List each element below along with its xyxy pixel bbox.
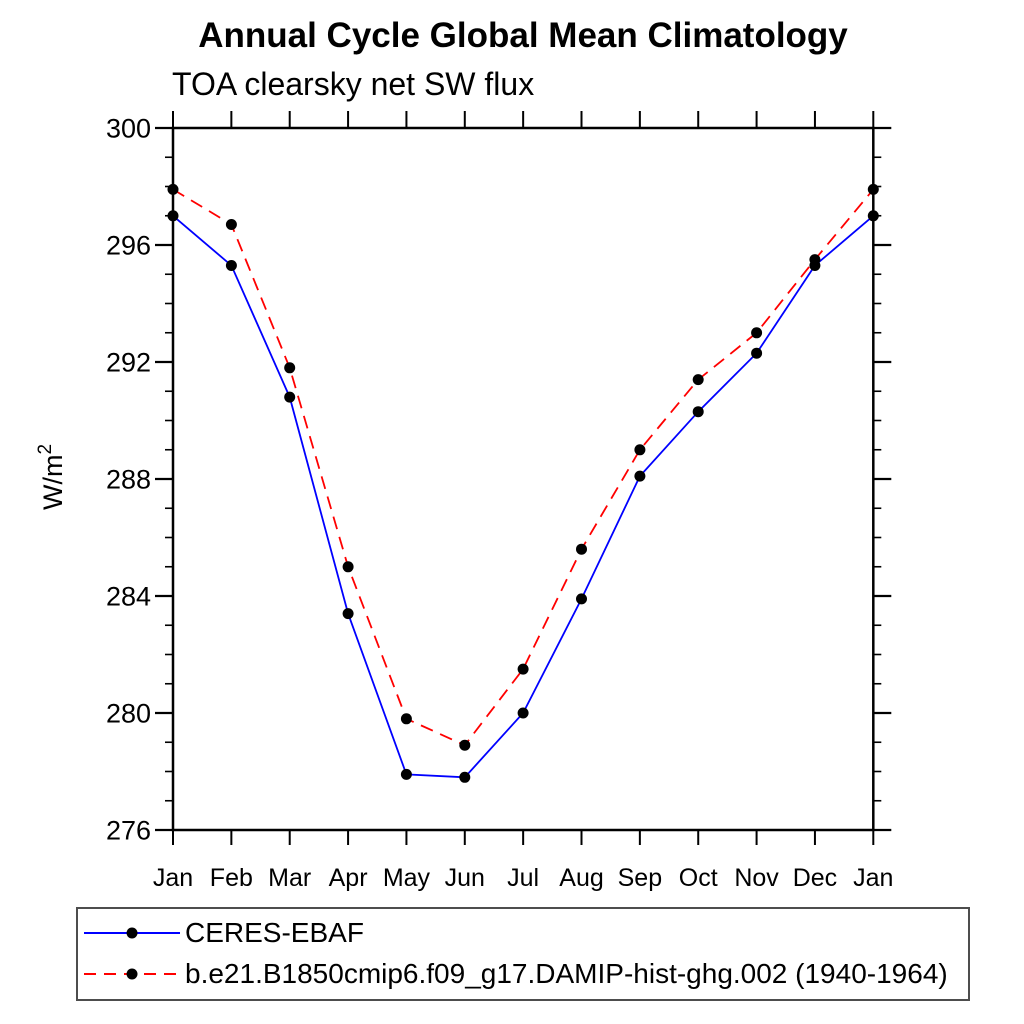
legend: CERES-EBAF b.e21.B1850cmip6.f09_g17.DAMI… <box>76 907 970 1001</box>
data-point <box>576 543 587 555</box>
data-point <box>751 327 763 339</box>
data-point <box>400 768 412 780</box>
month-label: Jan <box>153 864 193 892</box>
data-point <box>167 210 179 222</box>
legend-item-model: b.e21.B1850cmip6.f09_g17.DAMIP-hist-ghg.… <box>78 958 948 990</box>
month-label: Jan <box>853 864 893 892</box>
data-point <box>517 707 529 719</box>
data-point <box>225 260 237 271</box>
data-point <box>517 663 529 675</box>
month-label: Dec <box>793 864 837 892</box>
data-point <box>692 406 704 418</box>
month-label: Oct <box>679 864 718 892</box>
data-point <box>284 391 296 403</box>
data-point <box>167 183 179 195</box>
data-point <box>867 210 879 222</box>
legend-line-sample-model <box>84 968 180 980</box>
data-point <box>751 347 763 359</box>
month-label: Jun <box>445 864 485 892</box>
month-label: May <box>383 864 431 892</box>
data-point <box>867 183 879 195</box>
data-point <box>634 470 646 482</box>
y-tick-label: 292 <box>106 348 151 378</box>
y-tick-label: 276 <box>106 816 151 846</box>
y-tick-label: 300 <box>106 114 151 144</box>
data-point <box>400 713 412 725</box>
month-label: Mar <box>268 864 311 892</box>
data-point <box>809 254 821 266</box>
y-axis-ticks: 276 280 284 288 292 296 300 <box>106 114 892 846</box>
legend-line-sample-ceres <box>84 927 180 939</box>
chart-subtitle: TOA clearsky net SW flux <box>172 66 535 102</box>
month-label: Sep <box>618 864 662 892</box>
series-line-1 <box>172 188 874 747</box>
data-point <box>284 362 296 374</box>
data-point <box>576 593 587 605</box>
x-axis-ticks: Jan Feb Mar Apr May Jun Jul Aug Sep Oct Nov Dec Jan <box>153 111 893 892</box>
data-point <box>225 219 237 230</box>
legend-marker-dot <box>126 927 138 939</box>
data-point <box>459 771 471 783</box>
y-tick-label: 280 <box>106 699 151 729</box>
data-point <box>459 739 471 751</box>
chart-title: Annual Cycle Global Mean Climatology <box>198 16 848 55</box>
y-tick-label: 296 <box>106 231 151 261</box>
series-line-0 <box>172 215 874 779</box>
data-point <box>342 608 354 620</box>
legend-label-ceres: CERES-EBAF <box>185 917 364 948</box>
legend-item-ceres: CERES-EBAF <box>78 917 364 949</box>
y-tick-label: 284 <box>106 582 151 612</box>
data-point <box>634 444 646 456</box>
legend-label-model: b.e21.B1850cmip6.f09_g17.DAMIP-hist-ghg.… <box>185 958 948 989</box>
legend-marker-dot <box>126 968 138 980</box>
month-label: Jul <box>507 864 539 892</box>
plot-frame <box>171 126 875 832</box>
month-label: Aug <box>559 864 603 892</box>
data-point <box>342 561 354 573</box>
y-axis-title: W/m2 <box>35 444 68 510</box>
month-label: Apr <box>329 864 368 892</box>
y-tick-label: 288 <box>106 465 151 495</box>
data-point <box>692 374 704 386</box>
month-label: Nov <box>734 864 779 892</box>
month-label: Feb <box>210 864 253 892</box>
